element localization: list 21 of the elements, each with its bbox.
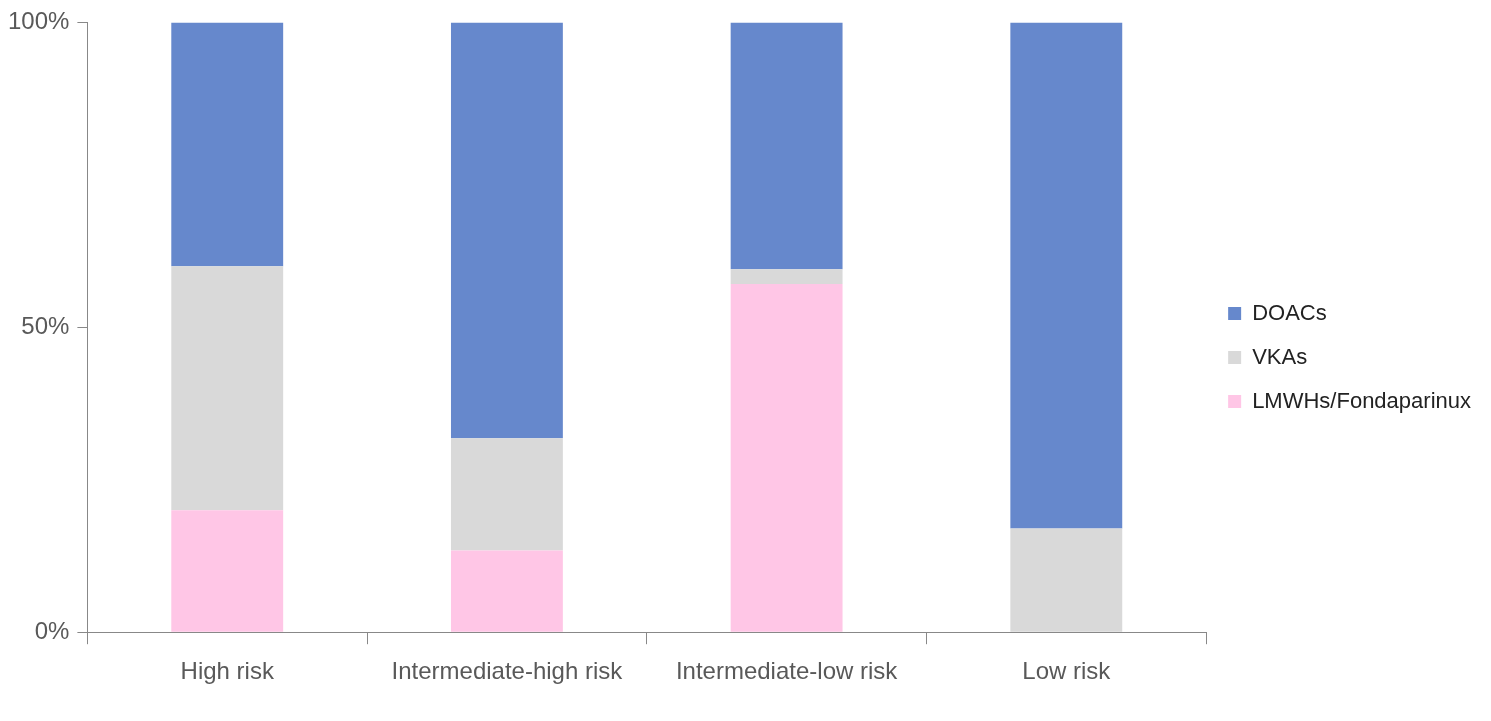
- legend-label: LMWHs/Fondaparinux: [1252, 387, 1472, 413]
- bar: [730, 22, 843, 270]
- bar: [171, 266, 284, 511]
- bar: [450, 22, 563, 439]
- y-tick-label: 50%: [21, 311, 70, 339]
- bar: [171, 22, 284, 267]
- y-tick-label: 0%: [34, 616, 70, 644]
- bar: [730, 269, 843, 284]
- bar: [1010, 528, 1123, 632]
- legend-label: DOACs: [1252, 299, 1327, 325]
- x-tick-label: Intermediate-low risk: [675, 657, 899, 685]
- x-tick-label: Low risk: [1022, 657, 1112, 685]
- bar: [450, 438, 563, 551]
- bar: [730, 284, 843, 632]
- bar: [450, 550, 563, 632]
- x-tick-label: Intermediate-high risk: [391, 657, 624, 685]
- y-tick-label: 100%: [7, 7, 70, 35]
- legend-label: VKAs: [1252, 343, 1308, 369]
- bar: [1010, 22, 1123, 529]
- x-tick-label: High risk: [180, 657, 275, 685]
- bar: [171, 510, 284, 632]
